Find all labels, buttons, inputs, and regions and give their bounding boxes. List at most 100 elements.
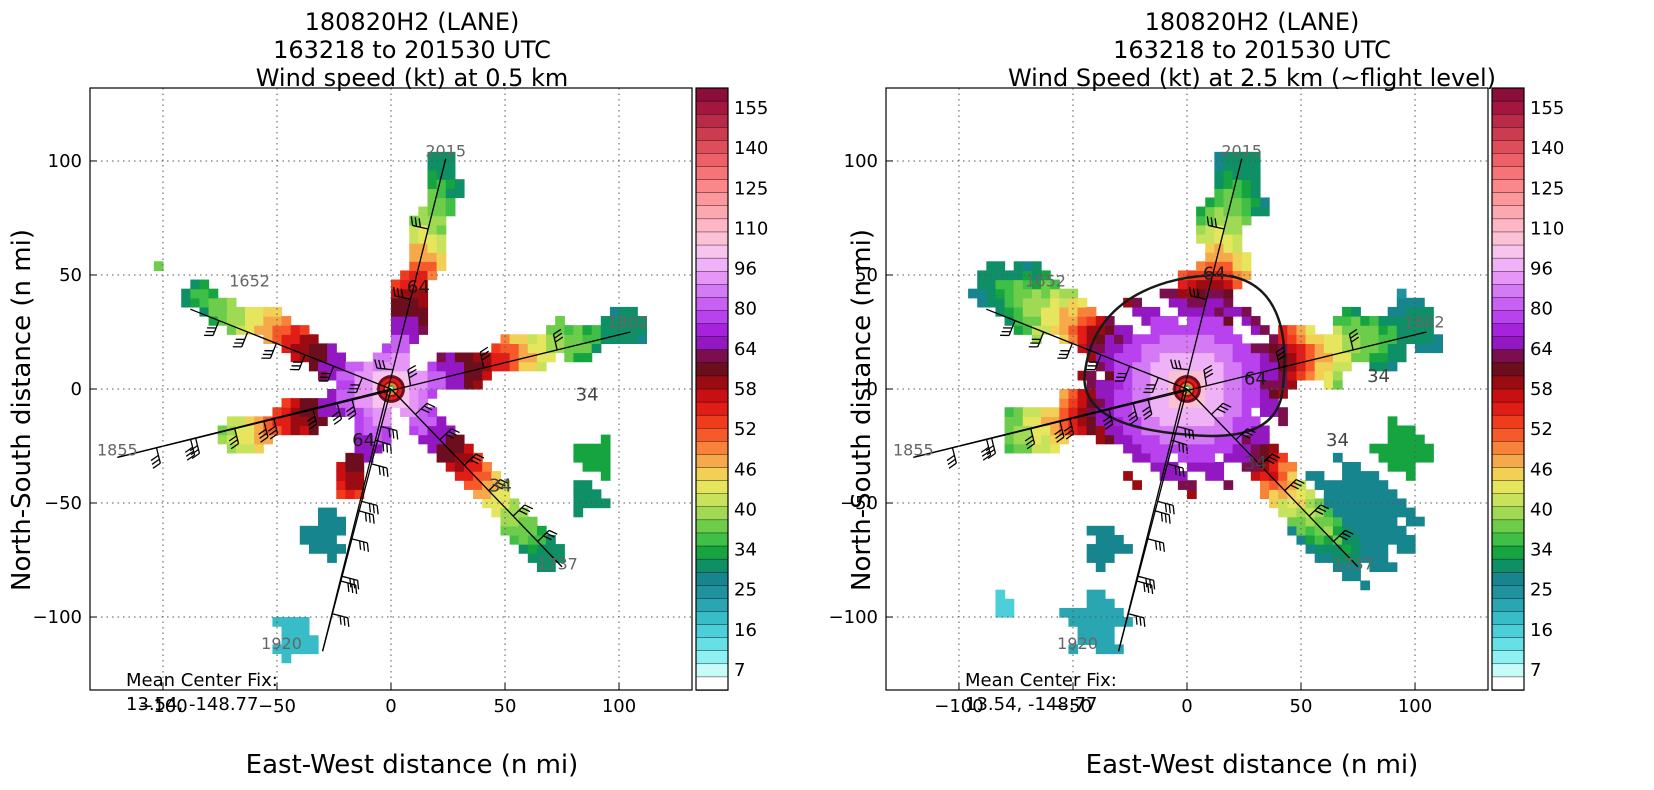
wind-cell <box>1324 334 1334 344</box>
wind-cell <box>1233 225 1243 235</box>
wind-cell <box>1078 608 1088 618</box>
wind-cell <box>1050 298 1060 308</box>
wind-cell <box>1114 435 1124 445</box>
wind-cell <box>977 298 987 308</box>
wind-cell <box>1260 343 1270 353</box>
wind-cell <box>318 407 328 417</box>
wind-cell <box>583 444 593 454</box>
wind-cell <box>1059 325 1069 335</box>
wind-cell <box>1214 362 1224 372</box>
wind-cell <box>1105 526 1115 536</box>
wind-cell <box>1369 508 1379 518</box>
wind-cell <box>1406 298 1416 308</box>
wind-cell <box>1105 435 1115 445</box>
wind-cell <box>1360 325 1370 335</box>
wind-cell <box>364 407 374 417</box>
wind-cell <box>1141 362 1151 372</box>
wind-cell <box>491 508 501 518</box>
wind-cell <box>245 425 255 435</box>
y-tick-label: 50 <box>59 265 82 286</box>
wind-cell <box>995 289 1005 299</box>
wind-field-cells <box>154 152 647 663</box>
wind-cell <box>1087 526 1097 536</box>
wind-cell <box>455 371 465 381</box>
wind-cell <box>1397 508 1407 518</box>
wind-cell <box>1406 444 1416 454</box>
colorbar-bin <box>1492 310 1524 324</box>
wind-cell <box>573 508 583 518</box>
wind-cell <box>1041 435 1051 445</box>
wind-cell <box>1260 480 1270 490</box>
wind-cell <box>564 353 574 363</box>
wind-cell <box>510 343 520 353</box>
wind-cell <box>1388 307 1398 317</box>
wind-cell <box>336 489 346 499</box>
leg-time-label: 1802 <box>608 313 649 332</box>
wind-cell <box>1151 343 1161 353</box>
colorbar-bin <box>1492 363 1524 377</box>
wind-cell <box>345 453 355 463</box>
leg-time-label: 1802 <box>1404 313 1445 332</box>
wind-cell <box>364 362 374 372</box>
wind-cell <box>300 425 310 435</box>
wind-cell <box>986 289 996 299</box>
wind-cell <box>1306 471 1316 481</box>
wind-cell <box>1105 626 1115 636</box>
wind-cell <box>510 535 520 545</box>
wind-cell <box>1388 353 1398 363</box>
colorbar-tick-label: 96 <box>1530 259 1553 280</box>
wind-cell <box>1251 161 1261 171</box>
wind-cell <box>300 343 310 353</box>
wind-cell <box>1087 371 1097 381</box>
wind-cell <box>409 307 419 317</box>
wind-cell <box>282 416 292 426</box>
wind-cell <box>1187 444 1197 454</box>
wind-cell <box>1123 444 1133 454</box>
wind-cell <box>418 316 428 326</box>
wind-cell <box>427 243 437 253</box>
colorbar-bin <box>696 219 728 233</box>
wind-cell <box>473 480 483 490</box>
wind-cell <box>1287 508 1297 518</box>
wind-cell <box>1223 243 1233 253</box>
wind-cell <box>409 252 419 262</box>
wind-cell <box>1333 316 1343 326</box>
wind-cell <box>391 307 401 317</box>
wind-cell <box>1260 407 1270 417</box>
wind-barb-flag <box>1165 503 1166 512</box>
flight-leg-1737 <box>391 389 562 567</box>
colorbar-tick-label: 46 <box>734 459 757 480</box>
wind-cell <box>1205 216 1215 226</box>
wind-cell <box>455 179 465 189</box>
colorbar-bin <box>696 363 728 377</box>
wind-cell <box>1424 343 1434 353</box>
wind-cell <box>1406 517 1416 527</box>
wind-cell <box>1397 353 1407 363</box>
wind-cell <box>1169 343 1179 353</box>
contour-label-34: 34 <box>1244 453 1267 474</box>
wind-cell <box>327 389 337 399</box>
y-tick-label: −100 <box>829 607 878 628</box>
wind-cell <box>1023 261 1033 271</box>
colorbar-bin <box>1492 101 1524 115</box>
wind-cell <box>1369 353 1379 363</box>
colorbar-tick-label: 16 <box>734 620 757 641</box>
wind-cell <box>1278 416 1288 426</box>
wind-barb-flag <box>365 513 366 522</box>
wind-cell <box>1315 553 1325 563</box>
wind-cell <box>263 307 273 317</box>
wind-cell <box>336 389 346 399</box>
wind-cell <box>1342 517 1352 527</box>
x-tick-label: 100 <box>1398 696 1432 717</box>
wind-cell <box>537 343 547 353</box>
wind-cell <box>1160 334 1170 344</box>
wind-cell <box>1114 389 1124 399</box>
wind-cell <box>1223 298 1233 308</box>
wind-cell <box>1233 197 1243 207</box>
wind-cell <box>977 289 987 299</box>
wind-cell <box>1169 289 1179 299</box>
wind-cell <box>519 343 529 353</box>
wind-cell <box>464 353 474 363</box>
y-tick-label: 100 <box>48 151 82 172</box>
wind-cell <box>592 489 602 499</box>
